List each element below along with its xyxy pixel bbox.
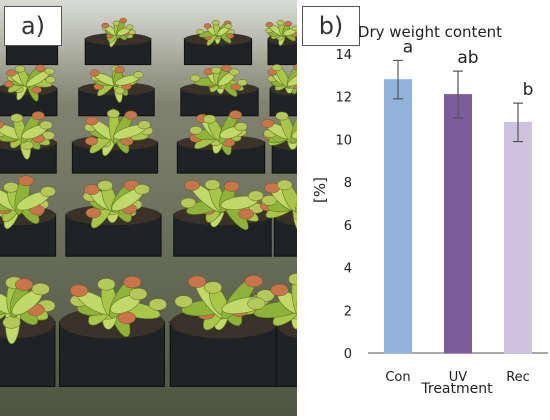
y-tick-label: 8 [344,176,352,191]
error-bar-uv [453,70,463,119]
y-tick-label: 4 [344,262,352,277]
significance-label: ab [457,48,478,68]
chart-title: Dry weight content [358,23,502,41]
chart-svg: Dry weight content [%] Treatment 0 2 4 6 8 10… [311,23,548,397]
plant-photo-illustration [0,0,297,416]
panel-b-label: b) [302,6,360,46]
category-label: Con [385,370,410,385]
plant-pot [176,110,266,174]
y-tick-label: 12 [335,91,352,106]
bar-con [384,79,412,354]
plant-pot [183,20,253,66]
category-label: Rec [506,370,530,385]
dry-weight-chart: Dry weight content [%] Treatment 0 2 4 6 8 10… [300,0,550,416]
y-axis-label: [%] [311,177,329,203]
plant-pot [84,17,152,66]
plant-pot [267,63,297,117]
x-axis-label: Treatment [420,381,493,397]
plant-pot [169,275,279,387]
plant-pot [261,109,297,174]
plant-photo [0,0,297,416]
plant-pot [0,175,57,257]
plant-pot [59,276,168,387]
error-bar-rec [513,102,523,143]
plant-pot [180,64,259,117]
y-tick-label: 0 [344,347,352,362]
plant-pot [259,179,297,257]
plant-pot [65,180,162,257]
plant-pot [0,111,57,174]
plant-pot [0,276,56,387]
error-bar-con [393,59,403,100]
y-tick-label: 10 [335,133,352,148]
plant-pot [71,108,159,174]
y-tick-label: 2 [344,304,352,319]
plant-pot [247,272,297,387]
y-tick-label: 6 [344,219,352,234]
plant-pot [78,65,155,117]
bar-uv [444,94,472,354]
plant-pot [265,20,297,66]
plant-pot [173,179,272,257]
y-tick-label: 14 [335,48,352,63]
bar-rec [504,121,532,354]
significance-label: b [523,80,534,100]
plant-pot [0,64,58,117]
category-label: UV [449,370,468,385]
significance-label: a [403,37,413,57]
panel-a-label: a) [4,6,62,46]
